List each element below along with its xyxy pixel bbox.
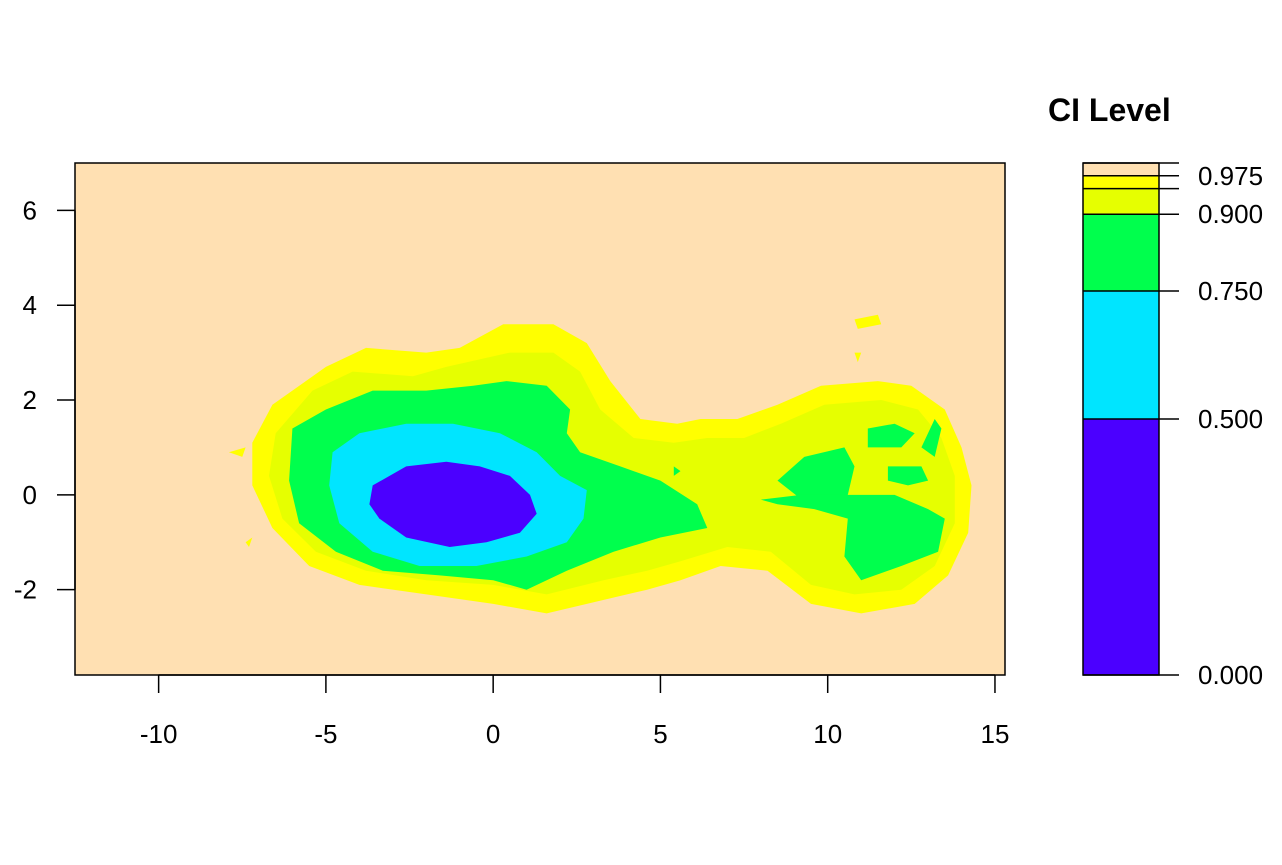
ci-legend: CI Level 0.000 0.500 0.750 0.900 0.975 bbox=[1048, 92, 1263, 690]
x-tick-label: 5 bbox=[653, 719, 667, 749]
legend-tick-label: 0.500 bbox=[1198, 404, 1263, 434]
contour-region-0_95-1 bbox=[720, 456, 768, 491]
legend-tick-label: 0.750 bbox=[1198, 276, 1263, 306]
contour-region-0_9-4 bbox=[921, 419, 942, 457]
contour-region-0_9-6 bbox=[673, 466, 681, 476]
y-tick-label: 6 bbox=[23, 195, 37, 225]
y-tick-label: -2 bbox=[14, 575, 37, 605]
legend-band bbox=[1083, 419, 1159, 675]
legend-band bbox=[1083, 188, 1159, 215]
legend-tick-label: 0.900 bbox=[1198, 199, 1263, 229]
axes: -10 -5 0 5 10 15 -2 0 2 4 6 bbox=[14, 162, 1010, 749]
contour-region-0_9-2 bbox=[867, 423, 915, 448]
legend-band bbox=[1083, 214, 1159, 291]
legend-frame bbox=[1082, 162, 1160, 676]
y-tick-label: 0 bbox=[23, 480, 37, 510]
contour-region-0_9-5 bbox=[887, 466, 929, 486]
y-tick-label: 2 bbox=[23, 385, 37, 415]
legend-tick-label: 0.975 bbox=[1198, 161, 1263, 191]
y-tick-label: 4 bbox=[23, 290, 37, 320]
x-tick-label: 15 bbox=[981, 719, 1010, 749]
legend-tick-label: 0.000 bbox=[1198, 660, 1263, 690]
legend-title: CI Level bbox=[1048, 92, 1171, 128]
contour-region-0_975-3 bbox=[854, 314, 882, 329]
contour-region-0_9-1 bbox=[777, 447, 855, 505]
plot-area bbox=[75, 163, 1005, 675]
x-tick-label: 10 bbox=[813, 719, 842, 749]
contour-region-0_9-3 bbox=[760, 494, 945, 581]
contour-region-0_975-2 bbox=[245, 537, 253, 547]
contour-region-0_5-0 bbox=[369, 461, 537, 547]
contour-region-0_975-4 bbox=[854, 352, 862, 363]
legend-band bbox=[1083, 175, 1159, 189]
legend-band bbox=[1083, 163, 1159, 176]
x-tick-label: -10 bbox=[140, 719, 178, 749]
legend-band bbox=[1083, 291, 1159, 419]
x-tick-label: 0 bbox=[486, 719, 500, 749]
contour-region-0_975-1 bbox=[228, 447, 246, 457]
x-tick-label: -5 bbox=[314, 719, 337, 749]
